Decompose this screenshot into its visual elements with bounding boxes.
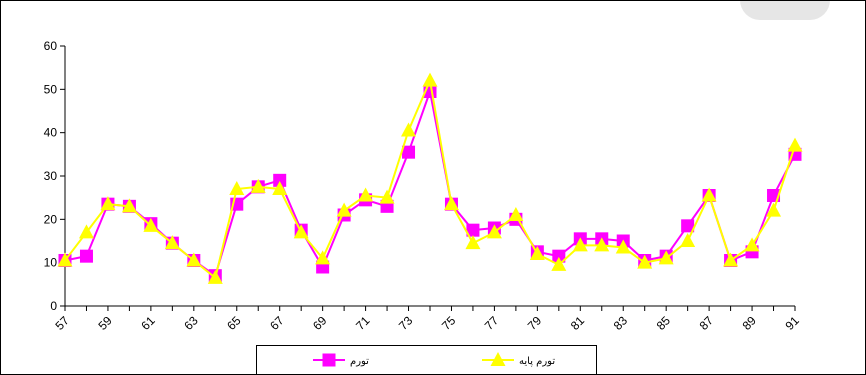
y-tick-label: 10: [44, 256, 58, 270]
data-point: [358, 187, 374, 202]
data-point: [572, 237, 588, 252]
data-point: [422, 72, 438, 87]
x-tick-label: 91: [782, 313, 802, 333]
legend-marker: [322, 353, 336, 367]
data-point: [443, 196, 459, 211]
data-point: [466, 223, 480, 237]
data-point: [100, 196, 116, 211]
x-tick-label: 67: [267, 313, 287, 333]
data-point: [272, 181, 288, 195]
data-point: [273, 173, 287, 187]
data-point: [723, 252, 739, 267]
x-tick-label: 71: [353, 313, 373, 333]
axes: 0 10 20 30 40 50 60 57 59 61 63 65 67 69 71 73 75 77 79 81 8…: [44, 39, 802, 333]
legend-item: تورم: [313, 353, 369, 367]
legend: تورم تورم پایه: [256, 345, 597, 375]
x-tick-label: 83: [611, 313, 631, 333]
series-layer: [57, 72, 803, 284]
data-point: [465, 235, 481, 250]
x-tick-label: 85: [654, 313, 674, 333]
x-tick-label: 75: [439, 313, 459, 333]
data-point: [186, 252, 202, 267]
y-tick-label: 60: [44, 39, 58, 53]
data-point: [164, 235, 180, 250]
x-tick-label: 77: [482, 313, 502, 333]
x-tick-label: 61: [138, 313, 158, 333]
data-point: [486, 224, 502, 239]
legend-marker: [490, 352, 506, 366]
x-tick-label: 89: [740, 313, 760, 333]
data-point: [637, 254, 653, 269]
data-point: [250, 178, 266, 193]
series-inflation: [58, 85, 802, 283]
x-tick-label: 87: [697, 313, 717, 333]
data-point: [401, 122, 417, 137]
data-point: [78, 224, 94, 239]
data-point: [529, 246, 545, 260]
data-point: [293, 224, 309, 239]
data-point: [594, 237, 610, 252]
y-tick-label: 0: [50, 299, 57, 313]
data-point: [143, 217, 159, 232]
x-tick-label: 81: [568, 313, 588, 333]
data-point: [681, 219, 695, 233]
data-point: [379, 189, 395, 204]
x-tick-label: 65: [224, 313, 244, 333]
data-point: [658, 250, 674, 265]
x-tick-label: 63: [181, 313, 201, 333]
x-tick-label: 57: [52, 313, 72, 333]
legend-label: تورم: [350, 356, 369, 367]
data-point: [207, 269, 223, 284]
data-point: [787, 137, 803, 152]
data-point: [552, 249, 566, 263]
data-point: [680, 233, 696, 247]
data-point: [744, 237, 760, 252]
data-point: [402, 145, 416, 159]
data-point: [57, 252, 73, 267]
series-core-inflation: [57, 72, 803, 284]
x-tick-label: 69: [310, 313, 330, 333]
y-tick-label: 50: [44, 82, 58, 96]
data-point: [315, 250, 331, 265]
data-point: [229, 181, 245, 195]
data-point: [508, 207, 524, 221]
x-tick-label: 59: [95, 313, 115, 333]
data-point: [121, 198, 137, 213]
data-point: [79, 249, 93, 263]
data-point: [766, 202, 782, 217]
y-tick-label: 20: [44, 212, 58, 226]
data-point: [701, 187, 717, 202]
data-point: [615, 239, 631, 254]
legend-label: تورم پایه: [519, 356, 555, 367]
data-point: [336, 202, 352, 217]
legend-item: تورم پایه: [482, 352, 555, 367]
x-tick-label: 73: [396, 313, 416, 333]
x-tick-label: 79: [525, 313, 545, 333]
corner-decoration: [740, 0, 830, 20]
data-point: [551, 256, 567, 271]
y-tick-label: 40: [44, 126, 58, 140]
y-tick-label: 30: [44, 169, 58, 183]
